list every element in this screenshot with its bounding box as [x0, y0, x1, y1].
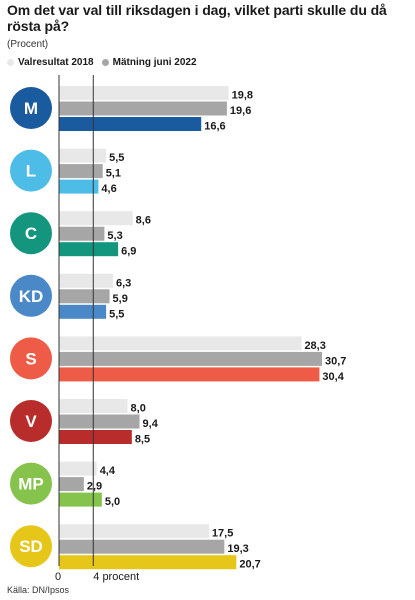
party-label-l: L	[26, 162, 36, 181]
bar-v-s1	[59, 414, 140, 429]
value-label-c-s0: 8,6	[136, 215, 151, 227]
bar-c-s0	[59, 211, 133, 226]
legend-swatch-2018	[7, 59, 14, 66]
party-label-m: M	[24, 99, 38, 118]
value-label-mp-s1: 2,9	[87, 481, 102, 493]
legend-item-2018: Valresultat 2018	[7, 57, 94, 68]
bar-m-s0	[59, 86, 229, 100]
value-label-m-s1: 19,6	[230, 105, 251, 117]
bar-sd-s2	[59, 555, 237, 570]
bar-s-s0	[59, 336, 302, 351]
value-label-l-s0: 5,5	[109, 152, 124, 164]
tick-label-0: 0	[55, 571, 61, 583]
bar-sd-s1	[59, 539, 225, 554]
value-label-v-s2: 8,5	[135, 434, 150, 446]
value-label-kd-s1: 5,9	[113, 293, 128, 305]
bar-mp-s1	[59, 477, 84, 492]
party-label-c: C	[25, 224, 37, 243]
bar-mp-s0	[59, 461, 97, 476]
party-badge-sd	[10, 525, 52, 568]
party-label-mp: MP	[18, 475, 44, 494]
party-badge-s	[10, 337, 52, 380]
bar-l-s0	[59, 148, 107, 163]
chart-title: Om det var val till riksdagen i dag, vil…	[7, 2, 387, 34]
value-label-c-s2: 6,9	[121, 246, 136, 258]
party-label-s: S	[25, 349, 36, 368]
value-label-m-s0: 19,8	[232, 90, 253, 102]
bar-l-s1	[59, 164, 103, 179]
bar-c-s2	[59, 242, 119, 257]
bar-m-s2	[59, 117, 202, 131]
party-badge-kd	[10, 274, 52, 317]
party-badge-v	[10, 400, 52, 442]
value-label-s-s2: 30,4	[322, 371, 344, 383]
value-label-s-s0: 28,3	[304, 340, 325, 352]
value-label-mp-s0: 4,4	[100, 465, 116, 477]
bar-c-s1	[59, 226, 105, 241]
party-label-kd: KD	[19, 287, 44, 306]
value-label-sd-s1: 19,3	[227, 543, 248, 555]
value-label-kd-s2: 5,5	[109, 308, 124, 320]
bar-kd-s0	[59, 273, 113, 288]
bar-sd-s0	[59, 524, 209, 539]
value-label-mp-s2: 5,0	[105, 496, 120, 508]
value-label-sd-s0: 17,5	[212, 528, 233, 540]
party-badge-c	[10, 212, 52, 255]
party-badge-l	[10, 149, 52, 192]
value-label-l-s1: 5,1	[106, 168, 121, 180]
party-badge-m	[10, 87, 52, 129]
bar-kd-s2	[59, 304, 107, 319]
legend: Valresultat 2018 Mätning juni 2022	[7, 57, 205, 68]
source-note: Källa: DN/Ipsos	[7, 585, 70, 595]
value-label-c-s1: 5,3	[107, 230, 122, 242]
bar-m-s1	[59, 101, 227, 116]
value-label-v-s0: 8,0	[131, 403, 146, 415]
bar-kd-s1	[59, 289, 110, 304]
bar-v-s2	[59, 430, 132, 444]
party-label-v: V	[25, 412, 37, 431]
value-label-l-s2: 4,6	[101, 183, 116, 195]
legend-label-2022: Mätning juni 2022	[112, 57, 197, 68]
party-badge-mp	[10, 462, 52, 505]
bar-l-s2	[59, 179, 99, 194]
legend-item-2022: Mätning juni 2022	[101, 57, 197, 68]
party-label-sd: SD	[19, 537, 43, 556]
legend-label-2018: Valresultat 2018	[18, 57, 94, 68]
value-label-sd-s2: 20,7	[239, 559, 260, 571]
value-label-m-s2: 16,6	[204, 121, 225, 133]
bar-mp-s2	[59, 492, 102, 507]
bar-s-s1	[59, 351, 322, 366]
value-label-kd-s0: 6,3	[116, 277, 131, 289]
unit-label: (Procent)	[7, 39, 49, 50]
value-label-s-s1: 30,7	[325, 355, 346, 367]
bar-s-s2	[59, 367, 320, 382]
tick-label-4: 4 procent	[93, 571, 139, 583]
value-label-v-s1: 9,4	[143, 418, 159, 430]
legend-swatch-2022	[101, 59, 109, 66]
